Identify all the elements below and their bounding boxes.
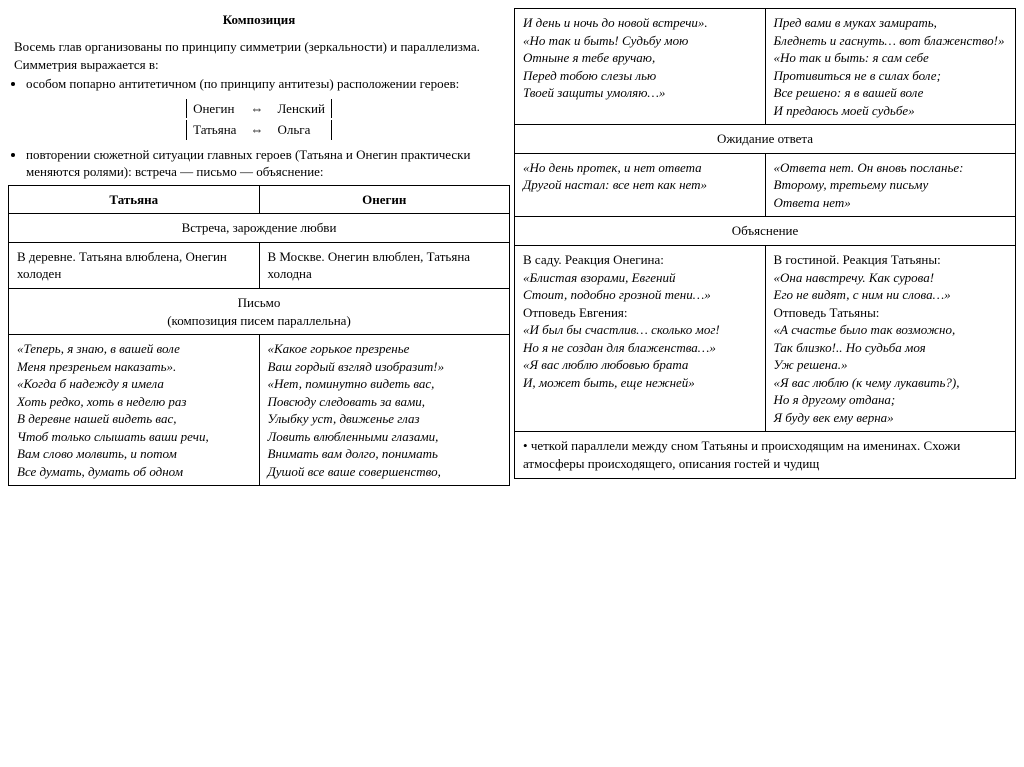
pair-olga: Ольга bbox=[271, 120, 331, 140]
waiting-subhead: Ожидание ответа bbox=[515, 125, 1016, 154]
footer-parallel-note: • четкой параллели между сном Татьяны и … bbox=[515, 432, 1016, 478]
explanation-cell-1: В саду. Реакция Онегина: «Блистая взорам… bbox=[515, 246, 766, 432]
waiting-cell-1: «Но день протек, и нет ответа Другой нас… bbox=[515, 153, 766, 217]
right-comparison-table: И день и ночь до новой встречи». «Но так… bbox=[514, 8, 1016, 479]
meeting-cell-tatyana: В деревне. Татьяна влюблена, Онегин холо… bbox=[9, 242, 260, 288]
explanation-subhead: Объяснение bbox=[515, 217, 1016, 246]
letter-title-1: Письмо bbox=[238, 295, 281, 310]
meeting-subhead: Встреча, зарождение любви bbox=[9, 214, 510, 243]
explain-quote-2a: «Она навстречу. Как сурова! Его не видят… bbox=[774, 270, 951, 303]
explain-quote-1a: «Блистая взорами, Евгений Стоит, подобно… bbox=[523, 270, 711, 303]
left-comparison-table: Татьяна Онегин Встреча, зарождение любви… bbox=[8, 185, 510, 487]
letter-title-2: (композиция писем параллельна) bbox=[167, 313, 351, 328]
intro-block: Восемь глав организованы по принципу сим… bbox=[8, 38, 510, 185]
header-onegin: Онегин bbox=[259, 185, 510, 214]
explain-quote-1b: «И был бы счастлив… сколько мог! Но я не… bbox=[523, 322, 720, 390]
header-tatyana: Татьяна bbox=[9, 185, 260, 214]
explain-plain-1b: Отповедь Евгения: bbox=[523, 305, 628, 320]
composition-title: Композиция bbox=[8, 8, 510, 38]
hero-pairs: Онегин ⇔ Ленский Татьяна ⇔ Ольга bbox=[184, 97, 334, 142]
continuation-cell-1: И день и ночь до новой встречи». «Но так… bbox=[515, 9, 766, 125]
letter-cell-onegin: «Какое горькое презренье Ваш гордый взгл… bbox=[259, 335, 510, 486]
continuation-cell-2: Пред вами в муках замирать, Бледнеть и г… bbox=[765, 9, 1016, 125]
letter-cell-tatyana: «Теперь, я знаю, в вашей воле Меня презр… bbox=[9, 335, 260, 486]
arrow-icon: ⇔ bbox=[244, 99, 269, 119]
intro-bullet-2: повторении сюжетной ситуации главных гер… bbox=[26, 146, 504, 181]
pair-onegin: Онегин bbox=[186, 99, 242, 119]
explanation-cell-2: В гостиной. Реакция Татьяны: «Она навстр… bbox=[765, 246, 1016, 432]
explain-plain-2a: В гостиной. Реакция Татьяны: bbox=[774, 252, 941, 267]
explain-quote-2b: «А счастье было так возможно, Так близко… bbox=[774, 322, 960, 425]
arrow-icon: ⇔ bbox=[244, 120, 269, 140]
footer-text: четкой параллели между сном Татьяны и пр… bbox=[523, 438, 960, 471]
explain-plain-1a: В саду. Реакция Онегина: bbox=[523, 252, 664, 267]
meeting-cell-onegin: В Москве. Онегин влюблен, Татьяна холодн… bbox=[259, 242, 510, 288]
pair-tatyana: Татьяна bbox=[186, 120, 242, 140]
explain-plain-2b: Отповедь Татьяны: bbox=[774, 305, 880, 320]
intro-bullet-1: особом попарно антитетичном (по принципу… bbox=[26, 75, 504, 93]
intro-line-1: Восемь глав организованы по принципу сим… bbox=[14, 38, 504, 56]
intro-line-2: Симметрия выражается в: bbox=[14, 56, 504, 74]
waiting-cell-2: «Ответа нет. Он вновь посланье: Второму,… bbox=[765, 153, 1016, 217]
pair-lensky: Ленский bbox=[271, 99, 331, 119]
letter-subhead: Письмо (композиция писем параллельна) bbox=[9, 289, 510, 335]
